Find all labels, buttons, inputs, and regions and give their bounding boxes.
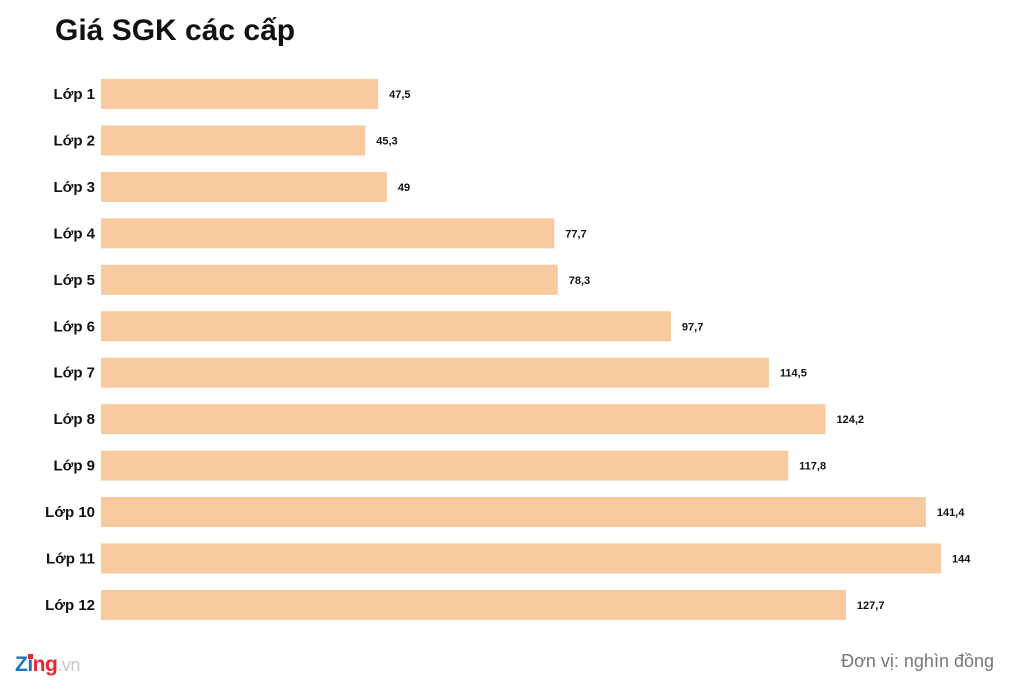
logo-domain: .vn <box>57 655 80 675</box>
bar <box>101 543 941 574</box>
category-label: Lớp 7 <box>54 365 96 382</box>
bar-chart: Lớp 1 47,5 Lớp 2 45,3 Lớp 3 49 Lớp 4 77,7 Lớp 5 7… <box>45 79 971 620</box>
logo-letter-i: i <box>27 653 33 676</box>
category-label: Lớp 1 <box>54 86 96 103</box>
bar <box>101 311 671 342</box>
bar <box>101 125 366 156</box>
category-label: Lớp 5 <box>54 272 96 289</box>
value-label: 117,8 <box>799 461 826 473</box>
bar <box>101 171 387 202</box>
category-label: Lớp 4 <box>54 225 96 242</box>
category-label: Lớp 12 <box>45 597 95 614</box>
value-label: 49 <box>398 182 410 194</box>
value-label: 78,3 <box>569 275 590 287</box>
category-label: Lớp 3 <box>54 179 96 196</box>
category-label: Lớp 9 <box>54 458 96 475</box>
category-label: Lớp 6 <box>54 318 96 335</box>
bar <box>101 589 846 620</box>
value-label: 45,3 <box>376 135 397 147</box>
value-label: 77,7 <box>565 228 586 240</box>
bar <box>101 497 926 528</box>
value-label: 47,5 <box>389 89 410 101</box>
value-label: 124,2 <box>837 414 865 426</box>
zing-logo: Zing.vn <box>15 653 80 677</box>
value-label: 141,4 <box>937 507 965 519</box>
value-label: 114,5 <box>780 368 807 380</box>
value-label: 127,7 <box>857 600 885 612</box>
bar <box>101 450 789 481</box>
bar <box>101 357 769 388</box>
category-label: Lớp 8 <box>54 411 96 428</box>
logo-letters-ng: ng <box>32 653 58 676</box>
category-label: Lớp 10 <box>45 504 95 521</box>
unit-note: Đơn vị: nghìn đồng <box>841 651 994 671</box>
category-label: Lớp 11 <box>46 551 95 568</box>
category-label: Lớp 2 <box>54 132 96 149</box>
value-label: 144 <box>952 554 971 566</box>
bar <box>101 264 558 295</box>
value-label: 97,7 <box>682 321 703 333</box>
chart-title: Giá SGK các cấp <box>55 14 296 47</box>
bar <box>101 218 555 249</box>
bar <box>101 404 826 435</box>
logo-letter-z: Z <box>15 653 28 676</box>
bar <box>101 79 379 109</box>
